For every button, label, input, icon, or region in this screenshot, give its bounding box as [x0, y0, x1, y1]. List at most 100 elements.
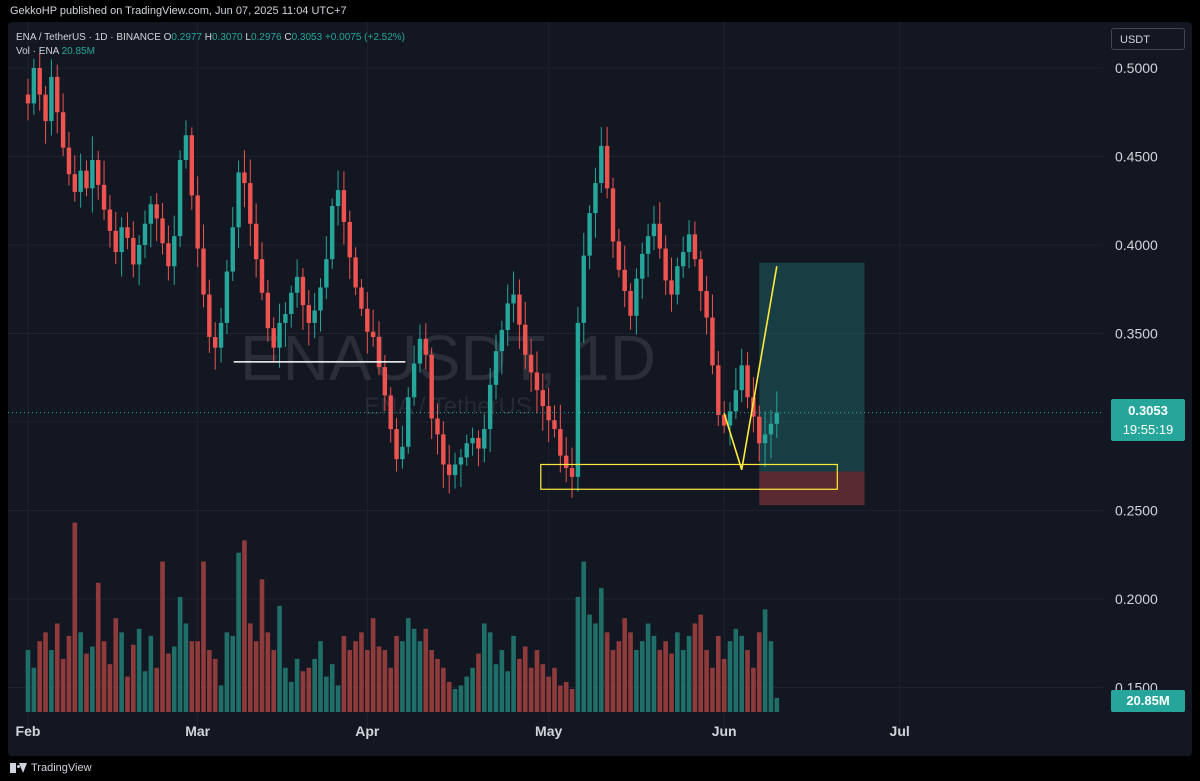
volume-bar: [470, 667, 475, 712]
candle-body: [388, 395, 393, 430]
candle-body: [564, 455, 569, 469]
volume-bar: [680, 650, 686, 712]
candle-body: [663, 248, 668, 281]
candle-body: [248, 183, 253, 224]
candle-body: [312, 310, 317, 323]
volume-bar: [716, 635, 721, 712]
volume-bar: [587, 614, 592, 712]
volume-bar: [458, 685, 464, 712]
footer: TradingView: [10, 758, 92, 778]
volume-bar: [125, 676, 130, 712]
y-tick-label: 0.2000: [1115, 591, 1158, 607]
legend-c-label: C: [284, 32, 292, 43]
candle-body: [751, 397, 756, 417]
candle-body: [452, 464, 458, 476]
candle-body: [517, 294, 522, 325]
legend-o-label: O: [163, 32, 172, 43]
volume-bar: [294, 658, 300, 712]
volume-bar: [341, 635, 347, 712]
volume-bar: [335, 685, 341, 712]
volume-bar: [359, 632, 364, 712]
volume-bar: [499, 650, 505, 712]
volume-bar: [610, 650, 616, 712]
candle-body: [558, 429, 563, 456]
volume-bar: [78, 632, 83, 712]
volume-bar: [312, 658, 317, 712]
candle-body: [25, 94, 31, 104]
volume-bar: [212, 658, 218, 712]
price-chart[interactable]: ENAUSDT, 1D ENA / TetherUS 0.5000 0.4500 0…: [8, 22, 1192, 756]
footer-brand: TradingView: [31, 762, 92, 774]
volume-bar: [113, 618, 119, 712]
volume-bar: [218, 685, 224, 712]
volume-bar: [645, 623, 651, 712]
volume-bar: [160, 561, 165, 712]
volume-bar: [183, 623, 189, 712]
legend-open: 0.2977: [171, 32, 203, 43]
candle-body: [271, 328, 276, 348]
volume-bar: [271, 650, 276, 712]
candle-body: [166, 243, 171, 267]
candle-body: [692, 234, 698, 260]
candle-body: [49, 76, 54, 122]
candle-body: [616, 241, 622, 270]
volume-bar: [751, 667, 756, 712]
volume-bar: [37, 641, 42, 712]
candle-body: [476, 437, 481, 449]
volume-bar: [31, 667, 37, 712]
candle-body: [698, 259, 703, 292]
candle-body: [78, 170, 83, 192]
volume-bar: [651, 635, 657, 712]
volume-bar: [634, 650, 639, 712]
volume-bar: [435, 658, 440, 712]
x-tick-label: Mar: [185, 723, 210, 739]
legend-vol-label: Vol · ENA: [16, 46, 59, 57]
volume-bar: [446, 681, 452, 712]
candle-body: [37, 68, 42, 95]
watermark-symbol: ENAUSDT, 1D: [240, 322, 656, 394]
tradingview-logo-icon: [10, 763, 27, 773]
candle-body: [604, 145, 610, 189]
volume-bar: [511, 635, 516, 712]
volume-bar: [25, 650, 31, 712]
candle-body: [400, 446, 405, 460]
volume-bar: [189, 641, 195, 712]
candle-body: [101, 184, 107, 210]
stop-loss-zone: [759, 471, 865, 506]
volume-bar: [528, 667, 534, 712]
candle-body: [113, 230, 118, 253]
volume-bar: [288, 681, 294, 712]
candle-body: [727, 411, 733, 426]
volume-bar: [774, 697, 780, 712]
volume-bar: [733, 628, 739, 712]
currency-selector[interactable]: USDT: [1111, 28, 1185, 50]
volume-bar: [95, 582, 101, 712]
last-price-value: 0.3053: [1128, 403, 1168, 418]
legend-high: 0.3070: [212, 32, 243, 43]
candle-body: [651, 223, 657, 237]
volume-bar: [142, 671, 148, 712]
candle-body: [745, 365, 750, 398]
volume-bar: [493, 664, 499, 712]
candle-body: [458, 457, 464, 465]
volume-bar: [382, 650, 388, 712]
candle-body: [277, 322, 282, 348]
volume-bar: [487, 632, 493, 712]
candle-body: [90, 160, 95, 189]
candle-body: [96, 160, 101, 185]
volume-bar: [154, 667, 159, 712]
chart-area[interactable]: ENAUSDT, 1D ENA / TetherUS 0.5000 0.4500 0…: [8, 22, 1192, 756]
volume-bar: [370, 618, 376, 712]
candle-body: [195, 195, 200, 249]
volume-bar: [710, 667, 715, 712]
candle-body: [43, 94, 48, 122]
candle-body: [511, 294, 516, 304]
candle-body: [681, 252, 686, 267]
candle-body: [283, 314, 288, 323]
candle-body: [224, 271, 230, 323]
candle-body: [242, 172, 247, 184]
volume-bar: [265, 632, 271, 712]
volume-bar: [107, 664, 113, 712]
volume-bar: [171, 646, 177, 712]
candle-body: [353, 257, 358, 288]
